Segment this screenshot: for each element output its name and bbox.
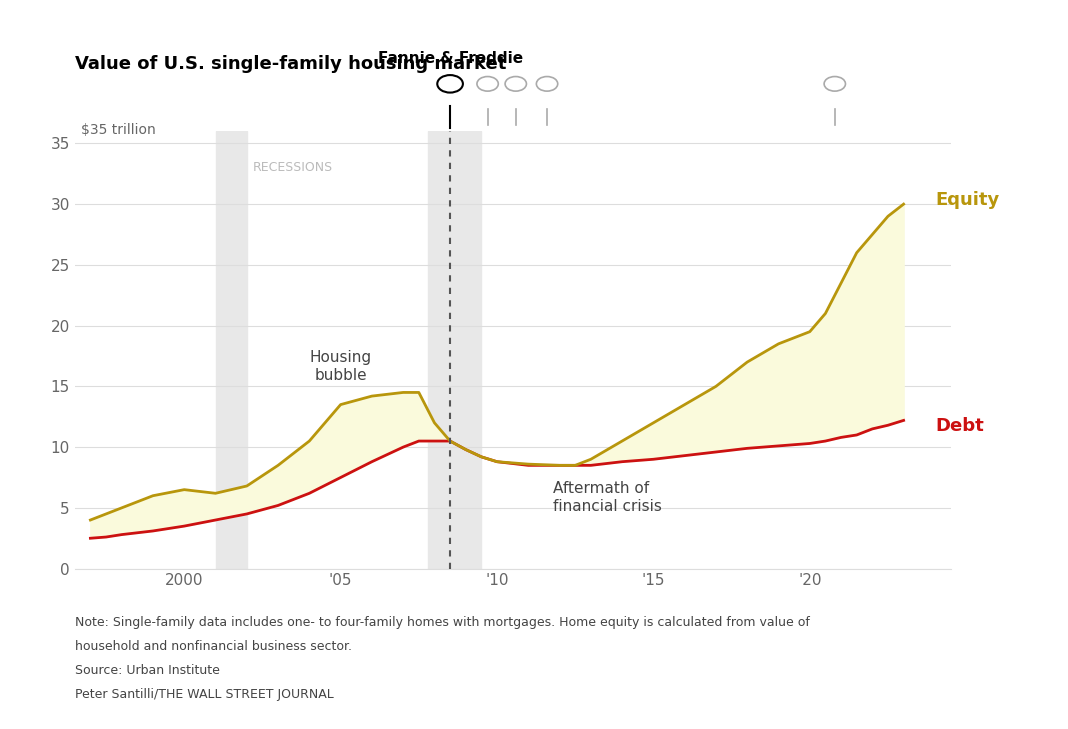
- Text: RECESSIONS: RECESSIONS: [253, 161, 333, 174]
- Text: Debt: Debt: [934, 418, 984, 435]
- Text: $35 trillion: $35 trillion: [81, 123, 156, 137]
- Bar: [216, 131, 247, 569]
- Text: Note: Single-family data includes one- to four-family homes with mortgages. Home: Note: Single-family data includes one- t…: [75, 616, 810, 629]
- Text: Value of U.S. single-family housing market: Value of U.S. single-family housing mark…: [75, 55, 506, 73]
- Text: household and nonfinancial business sector.: household and nonfinancial business sect…: [75, 640, 351, 653]
- Text: Housing
bubble: Housing bubble: [310, 351, 372, 383]
- Text: Peter Santilli/THE WALL STREET JOURNAL: Peter Santilli/THE WALL STREET JOURNAL: [75, 688, 333, 701]
- Text: Equity: Equity: [934, 192, 1000, 209]
- Text: Aftermath of
financial crisis: Aftermath of financial crisis: [553, 481, 662, 513]
- Text: Fannie & Freddie: Fannie & Freddie: [377, 50, 522, 66]
- Text: Source: Urban Institute: Source: Urban Institute: [75, 664, 220, 677]
- Bar: [428, 131, 482, 569]
